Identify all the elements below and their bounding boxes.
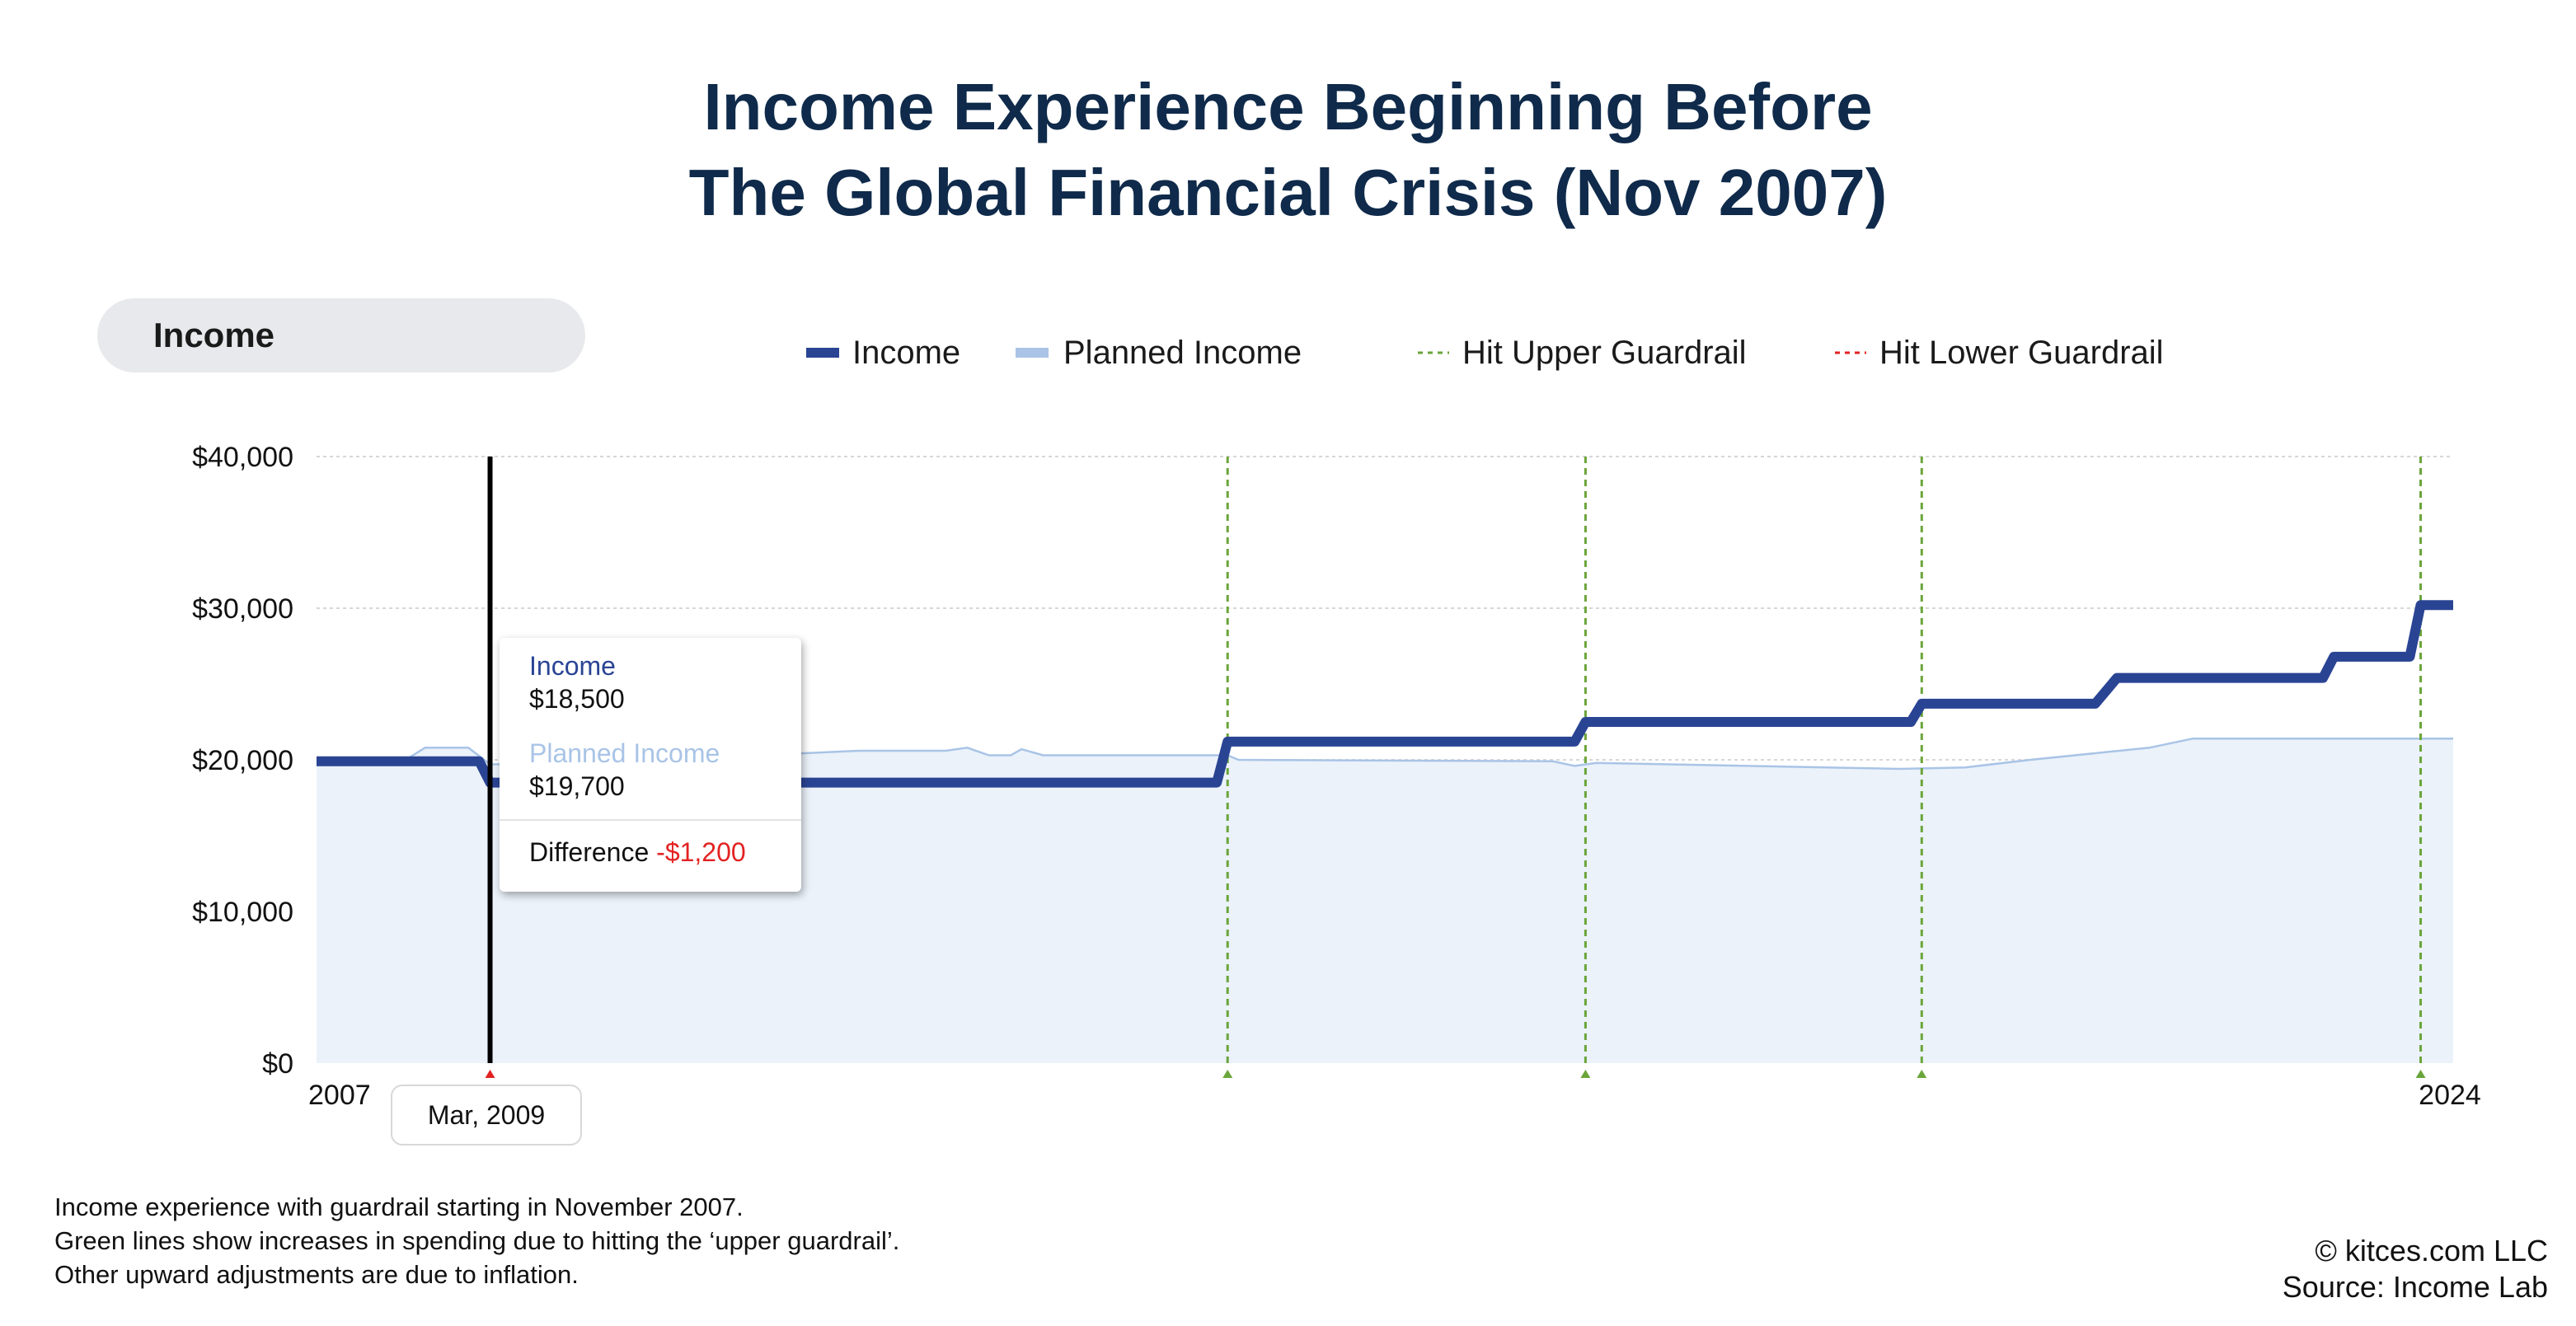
chart-title-line-1: Income Experience Beginning Before [703,70,1873,143]
x-axis-ticks: 2007 2024 [308,1080,2481,1111]
tooltip-difference-value: -$1,200 [656,837,746,867]
upper-guardrail-marker [1222,1070,1233,1078]
tab-income-label: Income [153,316,275,354]
tooltip-income-value: $18,500 [529,684,625,714]
footnote: Income experience with guardrail startin… [54,1190,899,1291]
tooltip-difference-row: Difference -$1,200 [529,837,746,868]
chart-title-line-2: The Global Financial Crisis (Nov 2007) [688,156,1888,229]
legend-label-upper-guardrail: Hit Upper Guardrail [1462,335,1747,371]
upper-guardrail-marker [1917,1070,1927,1078]
footnote-line-2: Green lines show increases in spending d… [54,1226,900,1255]
legend-item-income[interactable]: Income [806,335,960,371]
footnote-line-3: Other upward adjustments are due to infl… [54,1260,579,1289]
upper-guardrail-marker [2415,1070,2426,1078]
tab-income[interactable]: Income [97,298,585,372]
legend-label-planned-income: Planned Income [1063,335,1302,371]
hover-tooltip: Income $18,500 Planned Income $19,700 Di… [500,638,801,892]
tooltip-difference-label: Difference [529,837,650,867]
x-tick-label: 2007 [308,1080,371,1111]
legend: Income Planned Income Hit Upper Guardrai… [806,335,2164,371]
source-text: Source: Income Lab [2282,1270,2548,1304]
y-tick-label: $10,000 [192,897,293,928]
tooltip-planned-value: $19,700 [529,771,625,801]
income-line [317,600,2453,788]
legend-item-lower-guardrail[interactable]: Hit Lower Guardrail [1835,335,2164,371]
chart-title: Income Experience Beginning Before The G… [0,64,2576,236]
y-tick-label: $20,000 [192,745,293,776]
x-axis-hover-label: Mar, 2009 [391,1085,582,1146]
y-tick-label: $30,000 [192,593,293,625]
legend-item-upper-guardrail[interactable]: Hit Upper Guardrail [1418,335,1747,371]
copyright-text: © kitces.com LLC [2315,1234,2548,1267]
upper-guardrail-marker [1580,1070,1591,1078]
tooltip-income-label: Income [529,651,616,681]
income-series [317,600,2453,788]
planned-income-line [317,737,2453,771]
legend-label-lower-guardrail: Hit Lower Guardrail [1879,335,2164,371]
legend-item-planned-income[interactable]: Planned Income [1016,335,1302,371]
credits: © kitces.com LLC Source: Income Lab [2283,1233,2548,1305]
y-axis-ticks: $0 $10,000 $20,000 $30,000 $40,000 [192,442,293,1080]
legend-label-income: Income [852,335,960,371]
lower-guardrail-marker [485,1070,495,1078]
y-tick-label: $0 [262,1048,293,1080]
y-tick-label: $40,000 [192,442,293,473]
footnote-line-1: Income experience with guardrail startin… [54,1192,744,1221]
x-tick-label: 2024 [2419,1080,2481,1111]
tooltip-divider [500,819,801,821]
tooltip-planned-label: Planned Income [529,738,720,768]
planned-income-series [317,737,2453,1063]
planned-income-area [317,738,2453,1063]
